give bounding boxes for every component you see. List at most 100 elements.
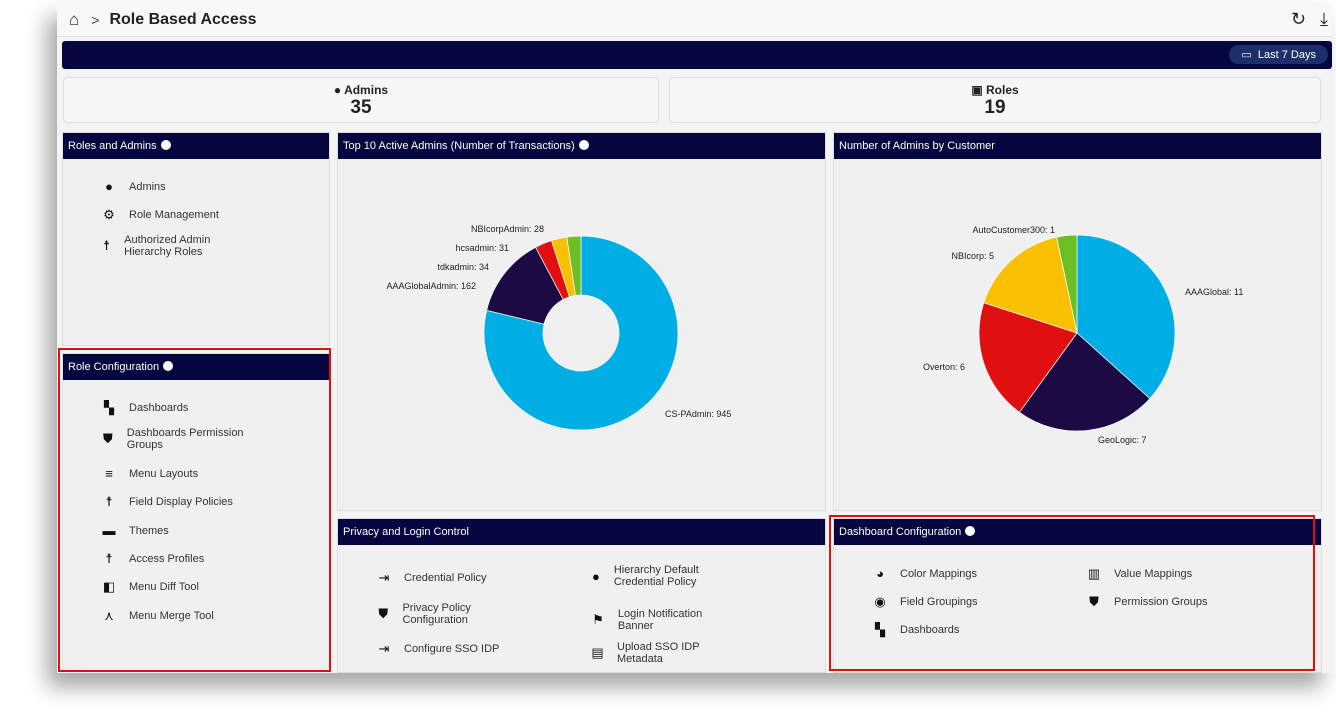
merge-icon: ⋏ xyxy=(104,608,114,623)
link-dashboards[interactable]: ▚ Dashboards xyxy=(872,622,1032,638)
shield-icon: ⛊ xyxy=(378,606,389,621)
download-icon[interactable]: ⤓ xyxy=(1320,9,1328,29)
pie-slice-nbicorpadmin[interactable] xyxy=(566,235,582,296)
kpi-value: 19 xyxy=(984,97,1006,118)
admin-pin-icon: ● xyxy=(333,83,342,97)
info-icon[interactable] xyxy=(163,361,174,371)
admin-pin-icon: ● xyxy=(105,179,113,194)
link-label: Hierarchy Default Credential Policy xyxy=(613,564,699,588)
list-icon: ▤ xyxy=(591,645,604,660)
filter-bar: ▭ Last 7 Days xyxy=(62,41,1332,69)
shield-icon: ⛊ xyxy=(103,431,113,446)
donut-chart: CS-PAdmin: 945 AAAGlobalAdmin: 162 tdkadmi… xyxy=(386,224,731,431)
privacy-login-panel: Privacy and Login Control ⇥ Credential Po… xyxy=(337,518,826,673)
link-label: Themes xyxy=(129,524,169,537)
slice-label: tdkadmin: 34 xyxy=(437,262,489,272)
link-label: Upload SSO IDP Metadata xyxy=(617,641,700,665)
cookie-icon: ● xyxy=(591,568,600,584)
info-icon[interactable] xyxy=(965,526,976,536)
admins-by-customer-chart-panel: Number of Admins by Customer AAAGlobal: … xyxy=(833,132,1322,511)
panel-header: Roles and Admins xyxy=(63,133,329,159)
link-field-display-policies[interactable]: ☨ Field Display Policies xyxy=(101,494,261,510)
panel-header: Top 10 Active Admins (Number of Transact… xyxy=(338,133,825,159)
kpi-value: 35 xyxy=(350,97,372,118)
link-login-notification-banner[interactable]: ⚑ Login Notification Banner xyxy=(590,608,740,632)
link-label: Color Mappings xyxy=(900,567,978,580)
link-upload-sso-idp-metadata[interactable]: ▤ Upload SSO IDP Metadata xyxy=(590,641,740,665)
link-hierarchy-roles[interactable]: ☨ Authorized Admin Hierarchy Roles xyxy=(101,234,241,258)
pie-slice-autocustomer300[interactable] xyxy=(1056,234,1078,334)
pie-slice-geologic[interactable] xyxy=(1018,332,1151,432)
panel-header: Privacy and Login Control xyxy=(338,519,825,545)
dashboard-icon: ▚ xyxy=(104,400,114,415)
link-label: Login Notification Banner xyxy=(617,608,703,632)
link-configure-sso-idp[interactable]: ⇥ Configure SSO IDP xyxy=(376,641,526,657)
link-menu-merge-tool[interactable]: ⋏ Menu Merge Tool xyxy=(101,608,261,624)
info-icon[interactable] xyxy=(578,140,589,150)
app-window: ⌂ > Role Based Access ↻ ⤓ ▭ Last 7 Days ●… xyxy=(57,3,1332,673)
login-icon: ⇥ xyxy=(378,641,390,656)
slice-label: hcsadmin: 31 xyxy=(455,243,509,253)
link-role-management[interactable]: ⚙ Role Management xyxy=(101,207,219,223)
link-admins[interactable]: ● Admins xyxy=(101,179,166,194)
link-label: Access Profiles xyxy=(129,553,205,565)
link-privacy-policy-configuration[interactable]: ⛊ Privacy Policy Configuration xyxy=(376,602,526,626)
dashboard-icon: ▚ xyxy=(875,622,885,637)
kpi-label: Roles xyxy=(986,83,1019,97)
link-hierarchy-default-credential-policy[interactable]: ● Hierarchy Default Credential Policy xyxy=(590,564,740,588)
link-color-mappings[interactable]: ◕ Color Mappings xyxy=(872,566,1032,581)
link-dashboards-permission-groups[interactable]: ⛊ Dashboards Permission Groups xyxy=(101,427,261,451)
link-credential-policy[interactable]: ⇥ Credential Policy xyxy=(376,570,526,586)
top-admins-chart-panel: Top 10 Active Admins (Number of Transact… xyxy=(337,132,826,511)
link-menu-diff-tool[interactable]: ◧ Menu Diff Tool xyxy=(101,579,261,595)
page-title: Role Based Access xyxy=(109,10,257,28)
shield-icon: ⛊ xyxy=(1089,594,1099,609)
link-label: Value Mappings xyxy=(1114,568,1193,580)
link-label: Dashboards xyxy=(900,624,960,636)
slice-label: NBIcorpAdmin: 28 xyxy=(471,224,544,234)
link-access-profiles[interactable]: ☨ Access Profiles xyxy=(101,551,261,567)
link-label: Privacy Policy Configuration xyxy=(402,602,471,626)
link-value-mappings[interactable]: ▥ Value Mappings xyxy=(1086,566,1246,582)
home-icon[interactable]: ⌂ xyxy=(69,9,80,29)
link-themes[interactable]: ▬ Themes xyxy=(101,523,261,538)
pie-slice-overton[interactable] xyxy=(978,302,1078,413)
pie-slice-cs-padmin[interactable] xyxy=(483,235,679,431)
slice-label: Overton: 6 xyxy=(923,362,965,372)
dashboard-configuration-panel: Dashboard Configuration ◕ Color Mappings ▥… xyxy=(833,518,1322,673)
top-bar: ⌂ > Role Based Access ↻ ⤓ xyxy=(57,3,1332,37)
book-icon: ▥ xyxy=(1087,566,1101,581)
slice-label: AAAGlobal: 11 xyxy=(1185,287,1243,297)
link-menu-layouts[interactable]: ≡ Menu Layouts xyxy=(101,466,261,481)
panel-header: Role Configuration xyxy=(63,354,329,380)
refresh-icon[interactable]: ↻ xyxy=(1290,9,1307,29)
link-label: Menu Merge Tool xyxy=(129,610,214,622)
role-configuration-panel: Role Configuration ▚ Dashboards ⛊ Dashboard… xyxy=(62,353,330,671)
kpi-admins: ● Admins 35 xyxy=(63,77,659,123)
date-range-button[interactable]: ▭ Last 7 Days xyxy=(1229,45,1328,64)
link-label: Dashboards xyxy=(129,402,189,414)
flag-icon: ⚑ xyxy=(592,612,604,627)
slice-label: GeoLogic: 7 xyxy=(1098,435,1147,445)
person-icon: ☨ xyxy=(105,494,113,509)
link-label: Field Display Policies xyxy=(129,496,233,508)
link-dashboards[interactable]: ▚ Dashboards xyxy=(101,400,261,416)
person-icon: ☨ xyxy=(103,238,111,253)
link-permission-groups[interactable]: ⛊ Permission Groups xyxy=(1086,594,1246,610)
group-icon: ◉ xyxy=(874,594,886,609)
info-icon[interactable] xyxy=(160,140,171,150)
slice-label: AAAGlobalAdmin: 162 xyxy=(386,281,476,291)
roles-icon: ▣ xyxy=(971,83,983,97)
pie-slice-aaaglobal[interactable] xyxy=(1076,234,1176,400)
link-label: Credential Policy xyxy=(404,572,487,584)
link-label: Permission Groups xyxy=(1114,596,1208,608)
person-icon: ☨ xyxy=(105,551,113,566)
breadcrumb-chevron-icon: > xyxy=(91,11,100,28)
login-icon: ⇥ xyxy=(378,570,390,585)
link-field-groupings[interactable]: ◉ Field Groupings xyxy=(872,594,1032,610)
kpi-roles: ▣ Roles 19 xyxy=(669,77,1321,123)
link-label: Field Groupings xyxy=(900,596,978,608)
palette-icon: ◕ xyxy=(876,566,884,581)
gear-icon: ⚙ xyxy=(103,207,115,222)
pie-chart: AAAGlobal: 11 GeoLogic: 7 Overton: 6 NBIcor… xyxy=(923,225,1243,445)
